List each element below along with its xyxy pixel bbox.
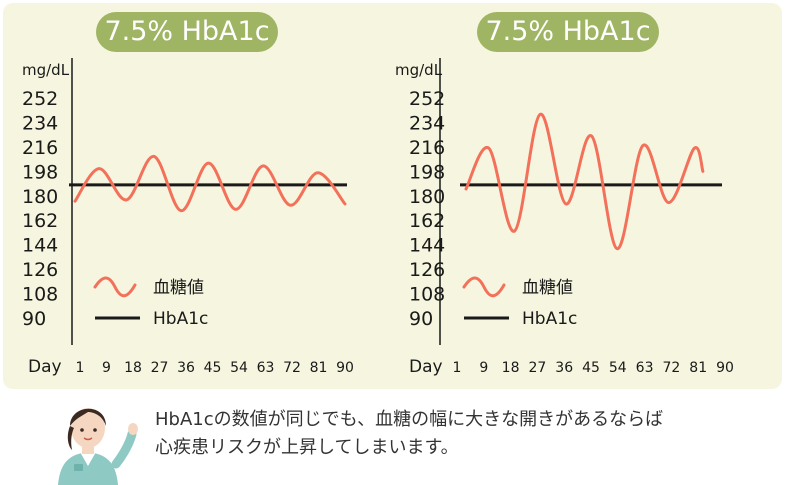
x-tick-label: 81	[689, 360, 707, 376]
y-tick-label: 126	[409, 259, 445, 281]
y-tick-label: 144	[409, 235, 445, 257]
y-tick-label: 252	[22, 88, 58, 110]
chart-title-left: 7.5% HbA1c	[96, 12, 278, 52]
x-axis-label: Day	[28, 357, 62, 377]
x-tick-label: 54	[230, 360, 248, 376]
y-tick-label: 126	[22, 259, 58, 281]
y-tick-label: 234	[409, 112, 445, 134]
x-tick-label: 1	[76, 360, 85, 376]
legend-hba1c-label: HbA1c	[153, 309, 208, 329]
legend-glucose-swatch	[462, 276, 506, 298]
glucose-line	[73, 154, 347, 213]
y-axis-unit: mg/dL	[22, 61, 70, 79]
y-tick-label: 234	[22, 112, 58, 134]
y-tick-label: 108	[22, 284, 58, 306]
x-axis-label: Day	[409, 357, 443, 377]
x-tick-label: 27	[528, 360, 546, 376]
nurse-avatar	[58, 408, 138, 485]
x-tick-label: 45	[204, 360, 222, 376]
y-tick-label: 216	[409, 137, 445, 159]
legend-glucose-label: 血糖値	[522, 278, 573, 298]
x-tick-label: 54	[609, 360, 627, 376]
x-tick-label: 81	[310, 360, 328, 376]
y-tick-label: 162	[409, 210, 445, 232]
x-tick-label: 63	[636, 360, 654, 376]
x-tick-label: 72	[662, 360, 680, 376]
x-tick-label: 63	[257, 360, 275, 376]
x-tick-label: 9	[479, 360, 488, 376]
x-tick-label: 18	[502, 360, 520, 376]
x-tick-label: 90	[716, 360, 734, 376]
x-tick-label: 1	[453, 360, 462, 376]
x-tick-label: 36	[177, 360, 195, 376]
x-tick-label: 18	[124, 360, 142, 376]
x-tick-label: 72	[283, 360, 301, 376]
y-tick-label: 108	[409, 284, 445, 306]
y-tick-label: 144	[22, 235, 58, 257]
legend-glucose-swatch	[93, 276, 137, 298]
x-tick-label: 45	[582, 360, 600, 376]
chart-title-right: 7.5% HbA1c	[477, 12, 659, 52]
caption-line-2: 心疾患リスクが上昇してしまいます。	[155, 437, 459, 458]
x-tick-label: 27	[151, 360, 169, 376]
y-tick-label: 162	[22, 210, 58, 232]
x-tick-label: 90	[336, 360, 354, 376]
y-tick-label: 180	[409, 186, 445, 208]
y-tick-label: 180	[22, 186, 58, 208]
x-tick-label: 9	[102, 360, 111, 376]
y-tick-label: 216	[22, 137, 58, 159]
y-tick-label: 252	[409, 88, 445, 110]
x-tick-label: 36	[555, 360, 573, 376]
legend-hba1c-label: HbA1c	[522, 309, 577, 329]
caption-line-1: HbA1cの数値が同じでも、血糖の幅に大きな開きがあるならば	[155, 409, 664, 430]
caption: HbA1cの数値が同じでも、血糖の幅に大きな開きがあるならば 心疾患リスクが上昇…	[155, 406, 765, 462]
chart-panel	[3, 3, 782, 389]
y-tick-label: 90	[409, 308, 433, 330]
y-tick-label: 198	[409, 161, 445, 183]
y-tick-label: 90	[22, 308, 46, 330]
y-tick-label: 198	[22, 161, 58, 183]
y-axis-unit: mg/dL	[395, 61, 443, 79]
legend-glucose-label: 血糖値	[153, 278, 204, 298]
glucose-line	[464, 112, 705, 251]
